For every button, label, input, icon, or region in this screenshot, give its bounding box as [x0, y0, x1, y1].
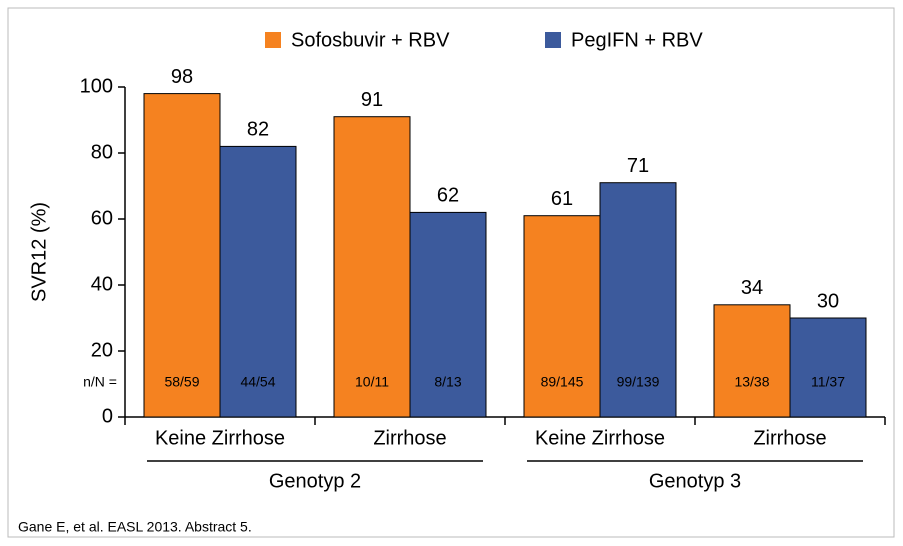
count-label: 13/38	[734, 374, 769, 390]
group-label: Genotyp 3	[649, 470, 741, 492]
legend-label: Sofosbuvir + RBV	[291, 29, 450, 51]
y-tick-label: 60	[91, 207, 113, 229]
y-tick-label: 100	[80, 75, 113, 97]
frame	[7, 7, 895, 538]
value-label: 71	[627, 155, 649, 177]
y-tick-label: 0	[102, 405, 113, 427]
count-label: 89/145	[541, 374, 584, 390]
x-tick-label: Keine Zirrhose	[535, 427, 665, 449]
bar	[409, 211, 487, 418]
legend-swatch	[545, 32, 561, 48]
bar	[219, 145, 297, 418]
legend-label: PegIFN + RBV	[571, 29, 703, 51]
bar	[599, 182, 677, 418]
y-tick-label: 20	[91, 339, 113, 361]
count-label: 8/13	[434, 374, 461, 390]
bar	[143, 93, 221, 418]
y-tick-label: 80	[91, 141, 113, 163]
value-label: 98	[171, 66, 193, 88]
footnote: Gane E, et al. EASL 2013. Abstract 5.	[18, 519, 252, 535]
value-label: 62	[437, 185, 459, 207]
count-label: 58/59	[164, 374, 199, 390]
x-tick-label: Zirrhose	[373, 427, 446, 449]
value-label: 34	[741, 277, 763, 299]
counts-label: n/N =	[83, 374, 117, 390]
count-label: 44/54	[240, 374, 275, 390]
bar	[713, 304, 791, 418]
bar	[789, 317, 867, 418]
value-label: 61	[551, 188, 573, 210]
count-label: 10/11	[355, 374, 389, 390]
value-label: 30	[817, 290, 839, 312]
y-tick-label: 40	[91, 273, 113, 295]
group-label: Genotyp 2	[269, 470, 361, 492]
count-label: 99/139	[617, 374, 660, 390]
legend-swatch	[265, 32, 281, 48]
value-label: 91	[361, 89, 383, 111]
y-axis-label: SVR12 (%)	[28, 202, 50, 302]
bar	[333, 116, 411, 418]
x-tick-label: Zirrhose	[753, 427, 826, 449]
count-label: 11/37	[811, 374, 845, 390]
bar	[523, 215, 601, 418]
x-tick-label: Keine Zirrhose	[155, 427, 285, 449]
value-label: 82	[247, 119, 269, 141]
